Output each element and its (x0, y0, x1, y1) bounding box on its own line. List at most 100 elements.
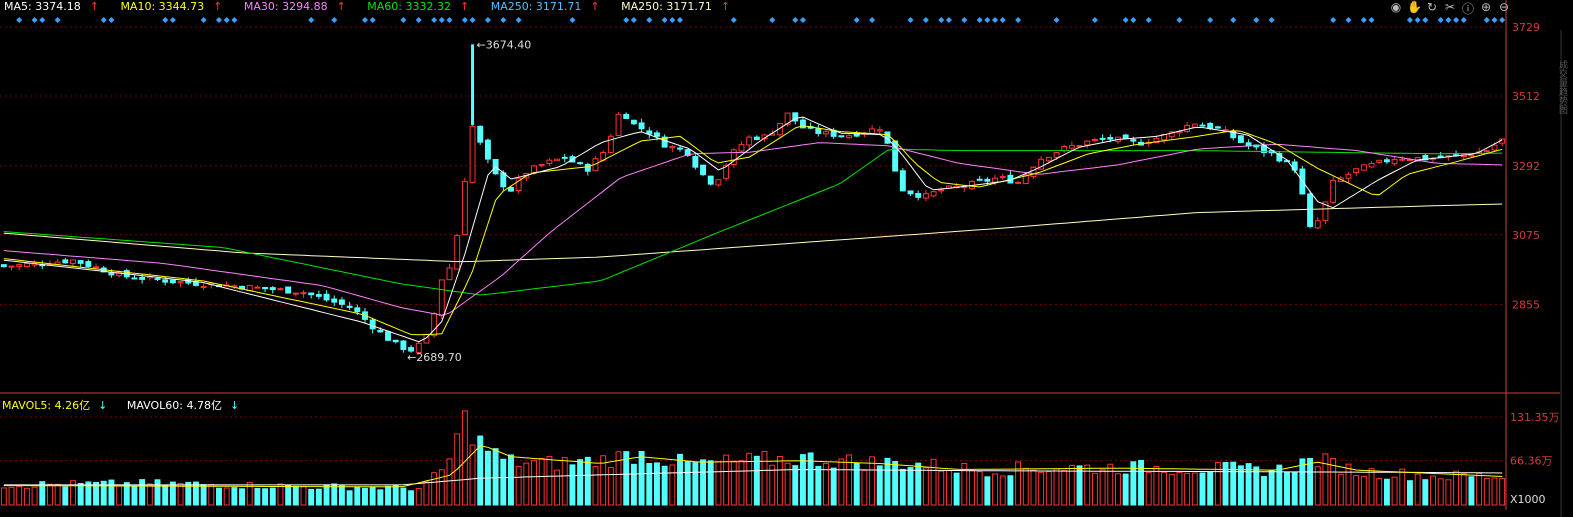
volume-bar (54, 483, 61, 506)
candle-body (1053, 152, 1060, 158)
candle-body (1391, 158, 1398, 165)
signal-diamond-icon (1445, 17, 1452, 23)
signal-diamond-icon (938, 17, 945, 23)
volume-bar (1115, 473, 1121, 506)
signal-diamond-icon (1015, 17, 1022, 23)
volume-bar (438, 469, 445, 506)
eye-icon[interactable]: ◉ (1390, 0, 1402, 14)
candle-body (93, 266, 100, 269)
signal-diamond-icon (1414, 17, 1421, 23)
ma60-label: MA60: 3332.32 ↑ (367, 0, 470, 13)
candle-body (1330, 179, 1337, 203)
volume-bar (715, 461, 722, 506)
signal-diamond-icon (1230, 17, 1237, 23)
signal-diamond-icon (500, 17, 507, 23)
refresh-icon[interactable]: ↻ (1426, 0, 1438, 14)
volume-bar (1468, 476, 1475, 506)
ma30-label: MA30: 3294.88 ↑ (243, 0, 346, 13)
volume-bar (792, 465, 799, 506)
candle-body (70, 259, 76, 265)
signal-diamond-icon (984, 17, 991, 23)
volume-bar (700, 459, 707, 506)
candle-body (1483, 150, 1490, 153)
volume-bar (70, 480, 76, 506)
candle-body (1076, 145, 1083, 148)
volume-bar (1191, 472, 1198, 506)
volume-bar (884, 457, 891, 506)
signal-diamond-icon (515, 17, 522, 23)
candle-body (139, 276, 146, 280)
volume-bar (615, 451, 622, 506)
volume-bar (1068, 464, 1075, 506)
zoom-in-icon[interactable]: ⊕ (1480, 0, 1492, 14)
hand-icon[interactable]: ✋ (1407, 0, 1422, 14)
zoom-out-icon[interactable]: ⊖ (1498, 0, 1510, 14)
candle-body (62, 259, 69, 264)
candle-body (269, 287, 276, 291)
signal-diamond-icon (992, 17, 999, 23)
volume-bar (961, 462, 968, 506)
signal-diamond-icon (769, 17, 776, 23)
candle-body (930, 191, 937, 197)
candle-body (77, 260, 84, 264)
signal-diamond-icon (415, 17, 422, 23)
high-price-label: ←3674.40 (477, 38, 532, 51)
volume-bar (531, 459, 537, 506)
volume-bar (1214, 462, 1221, 506)
volume-bar (876, 465, 883, 506)
signal-diamond-icon (677, 17, 684, 23)
volume-bar (0, 487, 7, 506)
candle-body (262, 287, 269, 290)
volume-bar (331, 483, 338, 506)
signal-diamond-icon (1053, 17, 1060, 23)
volume-bar (77, 483, 84, 506)
volume-bar (231, 487, 238, 506)
candle-body (899, 170, 906, 192)
volume-bar (400, 487, 407, 506)
candle-body (815, 128, 822, 134)
volume-bar (246, 481, 253, 506)
price-tick-label: 3729 (1512, 21, 1540, 34)
volume-bar (1453, 470, 1460, 506)
price-tick-label: 2855 (1512, 299, 1540, 312)
volume-bar (561, 457, 568, 506)
candle-body (846, 135, 853, 139)
volume-bar (830, 467, 837, 506)
candle-body (400, 340, 407, 350)
volume-bar (623, 451, 630, 506)
info-icon[interactable]: ⓘ (1461, 2, 1474, 16)
signal-diamond-icon (162, 17, 169, 23)
candle-body (1022, 174, 1029, 185)
candle-body (446, 267, 453, 281)
volume-bar (992, 473, 998, 506)
volume-bar (1245, 463, 1252, 506)
volume-bar (346, 490, 353, 506)
candle-body (1468, 154, 1475, 157)
candle-body (338, 299, 345, 305)
scissors-icon[interactable]: ✂ (1444, 0, 1456, 14)
candle-body (377, 329, 384, 333)
candle-body (1207, 123, 1214, 130)
volume-bar (1337, 473, 1344, 506)
candle-body (684, 149, 691, 156)
signal-diamond-icon (16, 17, 23, 23)
volume-bar (853, 462, 860, 506)
signal-diamond-icon (1406, 17, 1413, 23)
volume-bar (684, 461, 691, 506)
volume-bar (223, 487, 230, 506)
volume-bar (85, 481, 92, 506)
volume-bar (1499, 477, 1506, 506)
signal-diamond-icon (169, 17, 176, 23)
candle-body (1168, 131, 1175, 138)
signal-diamond-icon (999, 17, 1006, 23)
volume-bar (1153, 465, 1160, 506)
volume-bar (292, 485, 299, 506)
volume-bar (315, 488, 322, 506)
signal-diamond-icon (446, 17, 453, 23)
volume-bar (892, 461, 899, 506)
ma5-label: MA5: 3374.18 ↑ (4, 0, 99, 13)
signal-diamond-icon (1207, 17, 1214, 23)
volume-bar (776, 455, 783, 506)
volume-bar (169, 481, 176, 506)
volume-bar (1291, 471, 1298, 506)
